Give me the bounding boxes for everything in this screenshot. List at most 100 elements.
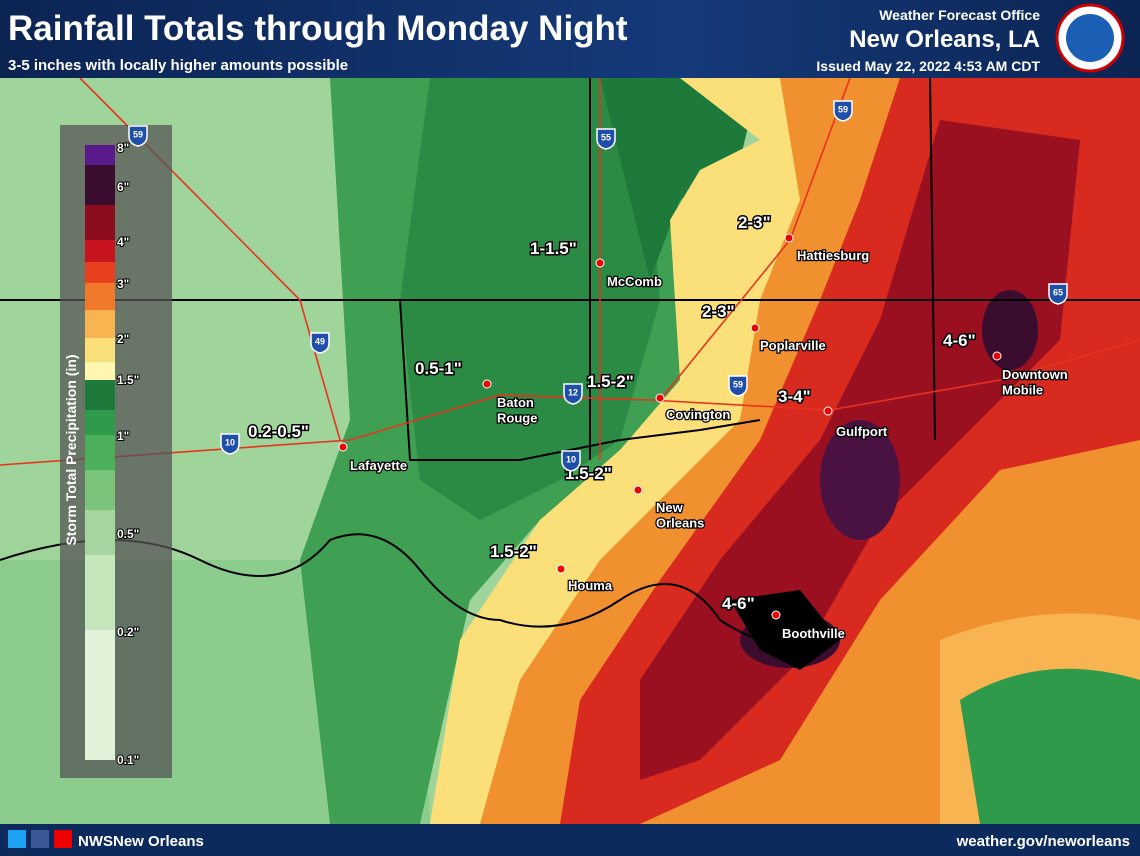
- interstate-shield: [561, 450, 581, 472]
- rainfall-amount: 0.2-0.5": [248, 422, 309, 441]
- social-handle: NWSNew Orleans: [78, 833, 204, 850]
- legend-tick-label: 1": [117, 429, 129, 443]
- city-label: Lafayette: [350, 458, 407, 473]
- city-dot: [595, 258, 605, 268]
- legend-swatch: [85, 555, 115, 630]
- offshore-green: [960, 668, 1140, 824]
- legend-tick-label: 8": [117, 141, 129, 155]
- rainfall-amount: 2-3": [702, 302, 735, 321]
- legend-tick-label: 0.2": [117, 625, 139, 639]
- rainfall-amount: 1.5-2": [587, 372, 634, 391]
- legend-swatch: [85, 630, 115, 760]
- legend: 8" 6" 4" 3" 2" 1.5" 1" 0.5" 0.2" 0.1": [85, 140, 140, 768]
- rainfall-amount: 2-3": [738, 213, 771, 232]
- legend-swatch: [85, 240, 115, 262]
- city-dot: [771, 610, 781, 620]
- city-label: Boothville: [782, 626, 845, 641]
- interstate-shield: [728, 375, 748, 397]
- icon: [31, 830, 49, 848]
- max-spot: [982, 290, 1038, 370]
- legend-swatch: [85, 283, 115, 310]
- office-location: New Orleans, LA: [849, 26, 1040, 53]
- city-label: Downtown Mobile: [1002, 367, 1068, 398]
- legend-swatch: [85, 165, 115, 205]
- legend-tick-label: 2": [117, 332, 129, 346]
- delta: [730, 590, 840, 670]
- website: weather.gov/neworleans: [956, 833, 1130, 850]
- city-label: Hattiesburg: [797, 248, 869, 263]
- dark-green-north: [600, 78, 760, 280]
- interstate-shield: [220, 433, 240, 455]
- city-label: Covington: [666, 407, 730, 422]
- city-label: Baton Rouge: [497, 395, 537, 426]
- interstate-shield: [128, 125, 148, 147]
- interstate-number: 65: [1053, 287, 1063, 297]
- legend-swatch: [85, 380, 115, 410]
- header-bar: [0, 0, 1140, 78]
- legend-swatch: [85, 470, 115, 510]
- nws-logo-inner: [1066, 14, 1114, 62]
- legend-tick-label: 1.5": [117, 373, 139, 387]
- coastline: [0, 533, 841, 648]
- city-label: Poplarville: [760, 338, 826, 353]
- state-boundary: [0, 78, 1140, 461]
- legend-box: [60, 125, 172, 778]
- legend-swatch: [85, 362, 115, 380]
- legend-swatch: [85, 145, 115, 165]
- rainfall-amount: 4-6": [943, 331, 976, 350]
- interstate-number: 55: [601, 132, 611, 142]
- interstate-number: 12: [568, 387, 578, 397]
- map-labels: 1-1.5" 2-3" 2-3" 0.5-1" 1.5-2" 3-4" 4-6" 0.2-0.…: [128, 100, 1069, 642]
- interstate-number: 59: [838, 104, 848, 114]
- legend-swatch: [85, 435, 115, 470]
- map-area: [0, 78, 1140, 824]
- interstate-shield: [310, 332, 330, 354]
- icon: [8, 830, 26, 848]
- legend-title: Storm Total Precipitation (in): [63, 354, 79, 545]
- rainfall-amount: 4-6": [722, 594, 755, 613]
- legend-swatch: [85, 262, 115, 283]
- rainfall-amount: 0.5-1": [415, 359, 462, 378]
- interstate-number: 59: [133, 129, 143, 139]
- issued-time: Issued May 22, 2022 4:53 AM CDT: [816, 58, 1040, 74]
- interstate-shield: [1048, 283, 1068, 305]
- legend-tick-label: 0.5": [117, 527, 139, 541]
- city-dot: [992, 351, 1002, 361]
- city-dot: [556, 564, 566, 574]
- legend-tick-label: 0.1": [117, 753, 139, 767]
- city-dot: [482, 379, 492, 389]
- interstate-number: 10: [225, 437, 235, 447]
- city-label: New Orleans: [656, 500, 704, 531]
- rainfall-amount: 1-1.5": [530, 239, 577, 258]
- legend-tick-label: 3": [117, 277, 129, 291]
- title: Rainfall Totals through Monday Night: [8, 9, 628, 48]
- city-label: Gulfport: [836, 424, 888, 439]
- city-dot: [633, 485, 643, 495]
- city-label: McComb: [607, 274, 662, 289]
- legend-tick-label: 6": [117, 180, 129, 194]
- interstate-line: [0, 78, 1140, 466]
- max-spot: [820, 420, 900, 540]
- legend-tick-label: 4": [117, 235, 129, 249]
- legend-swatch: [85, 205, 115, 240]
- legend-swatch: [85, 338, 115, 362]
- office-line: Weather Forecast Office: [879, 7, 1040, 23]
- interstate-number: 10: [566, 454, 576, 464]
- legend-swatch: [85, 310, 115, 338]
- interstate-shield: [563, 383, 583, 405]
- legend-swatch: [85, 510, 115, 555]
- interstate-shield: [833, 100, 853, 122]
- footer-bar: [0, 824, 1140, 856]
- legend-swatch: [85, 410, 115, 435]
- city-dot: [784, 233, 794, 243]
- city-dot: [750, 323, 760, 333]
- rainfall-amount: 1.5-2": [490, 542, 537, 561]
- city-dot: [823, 406, 833, 416]
- interstate-number: 49: [315, 336, 325, 346]
- interstate-number: 59: [733, 379, 743, 389]
- icon: [54, 830, 72, 848]
- rainfall-amount: 3-4": [778, 387, 811, 406]
- city-dot: [338, 442, 348, 452]
- interstate-shield: [596, 128, 616, 150]
